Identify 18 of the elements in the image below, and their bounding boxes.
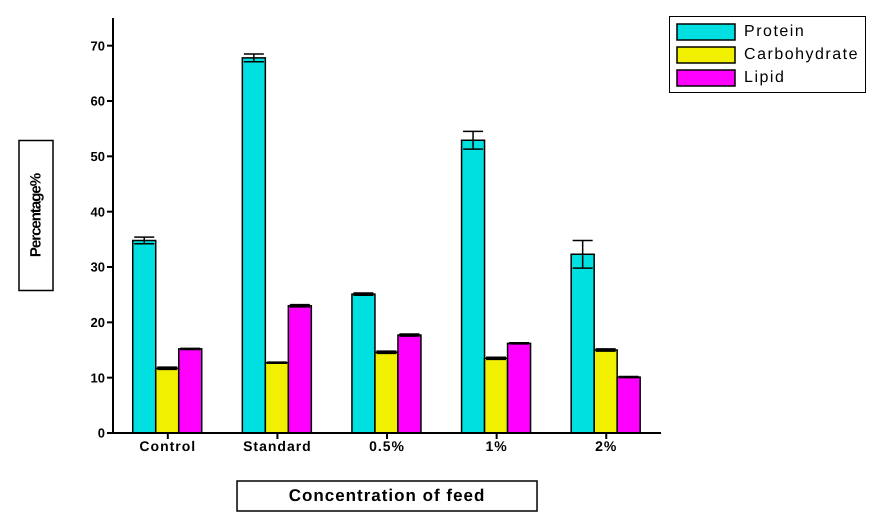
y-tick-label: 50 xyxy=(90,148,105,164)
y-tick-label: 70 xyxy=(90,38,105,54)
legend-label: Protein xyxy=(744,22,806,40)
x-tick-label: 2% xyxy=(595,438,618,454)
x-tick-label: 1% xyxy=(486,438,508,454)
y-tick-label: 40 xyxy=(90,204,105,220)
x-tick-label: Control xyxy=(139,438,196,454)
legend-label: Carbohydrate xyxy=(744,46,859,64)
y-tick-label: 0 xyxy=(98,426,105,441)
legend-label: Lipid xyxy=(744,68,786,86)
y-tick-label: 20 xyxy=(90,314,105,330)
y-axis-title: Percentage% xyxy=(28,173,44,258)
x-axis-title: Concentration of feed xyxy=(288,486,486,505)
x-tick-label: Standard xyxy=(243,438,312,454)
x-tick-label: 0.5% xyxy=(369,438,405,454)
y-tick-label: 60 xyxy=(90,94,105,109)
y-tick-label: 30 xyxy=(90,260,105,275)
y-tick-label: 10 xyxy=(90,370,105,386)
